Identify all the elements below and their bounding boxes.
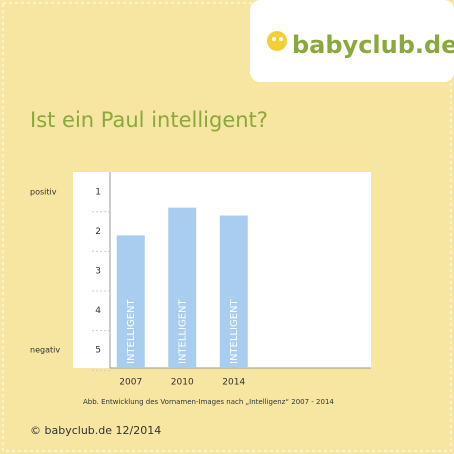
- x-tick-label: 2014: [222, 378, 245, 388]
- caption: Abb. Entwicklung des Vornamen-Images nac…: [83, 398, 334, 406]
- y-tick-label: 5: [95, 346, 101, 356]
- bar: [168, 207, 197, 368]
- logo-icon: [267, 31, 287, 51]
- logo-icon-eye: [279, 37, 283, 41]
- y-tick-label: 3: [95, 267, 101, 277]
- y-pole-label: negativ: [30, 346, 60, 355]
- y-pole-label: positiv: [30, 187, 57, 196]
- bar: [116, 235, 145, 368]
- logo-icon-eye: [272, 37, 276, 41]
- bar-text: INTELLIGENT: [229, 299, 240, 364]
- bar: [219, 215, 248, 368]
- y-tick-label: 1: [95, 187, 101, 197]
- copyright: © babyclub.de 12/2014: [30, 424, 161, 437]
- bar-text: INTELLIGENT: [177, 299, 188, 364]
- y-tick-label: 2: [95, 227, 101, 237]
- logo-text: babyclub.de: [292, 31, 454, 59]
- chart-title: Ist ein Paul intelligent?: [30, 108, 268, 132]
- bar-text: INTELLIGENT: [126, 299, 137, 364]
- x-tick-label: 2007: [119, 378, 142, 388]
- x-tick-label: 2010: [171, 378, 194, 388]
- logo-box: [250, 0, 454, 82]
- y-tick-label: 4: [95, 306, 101, 316]
